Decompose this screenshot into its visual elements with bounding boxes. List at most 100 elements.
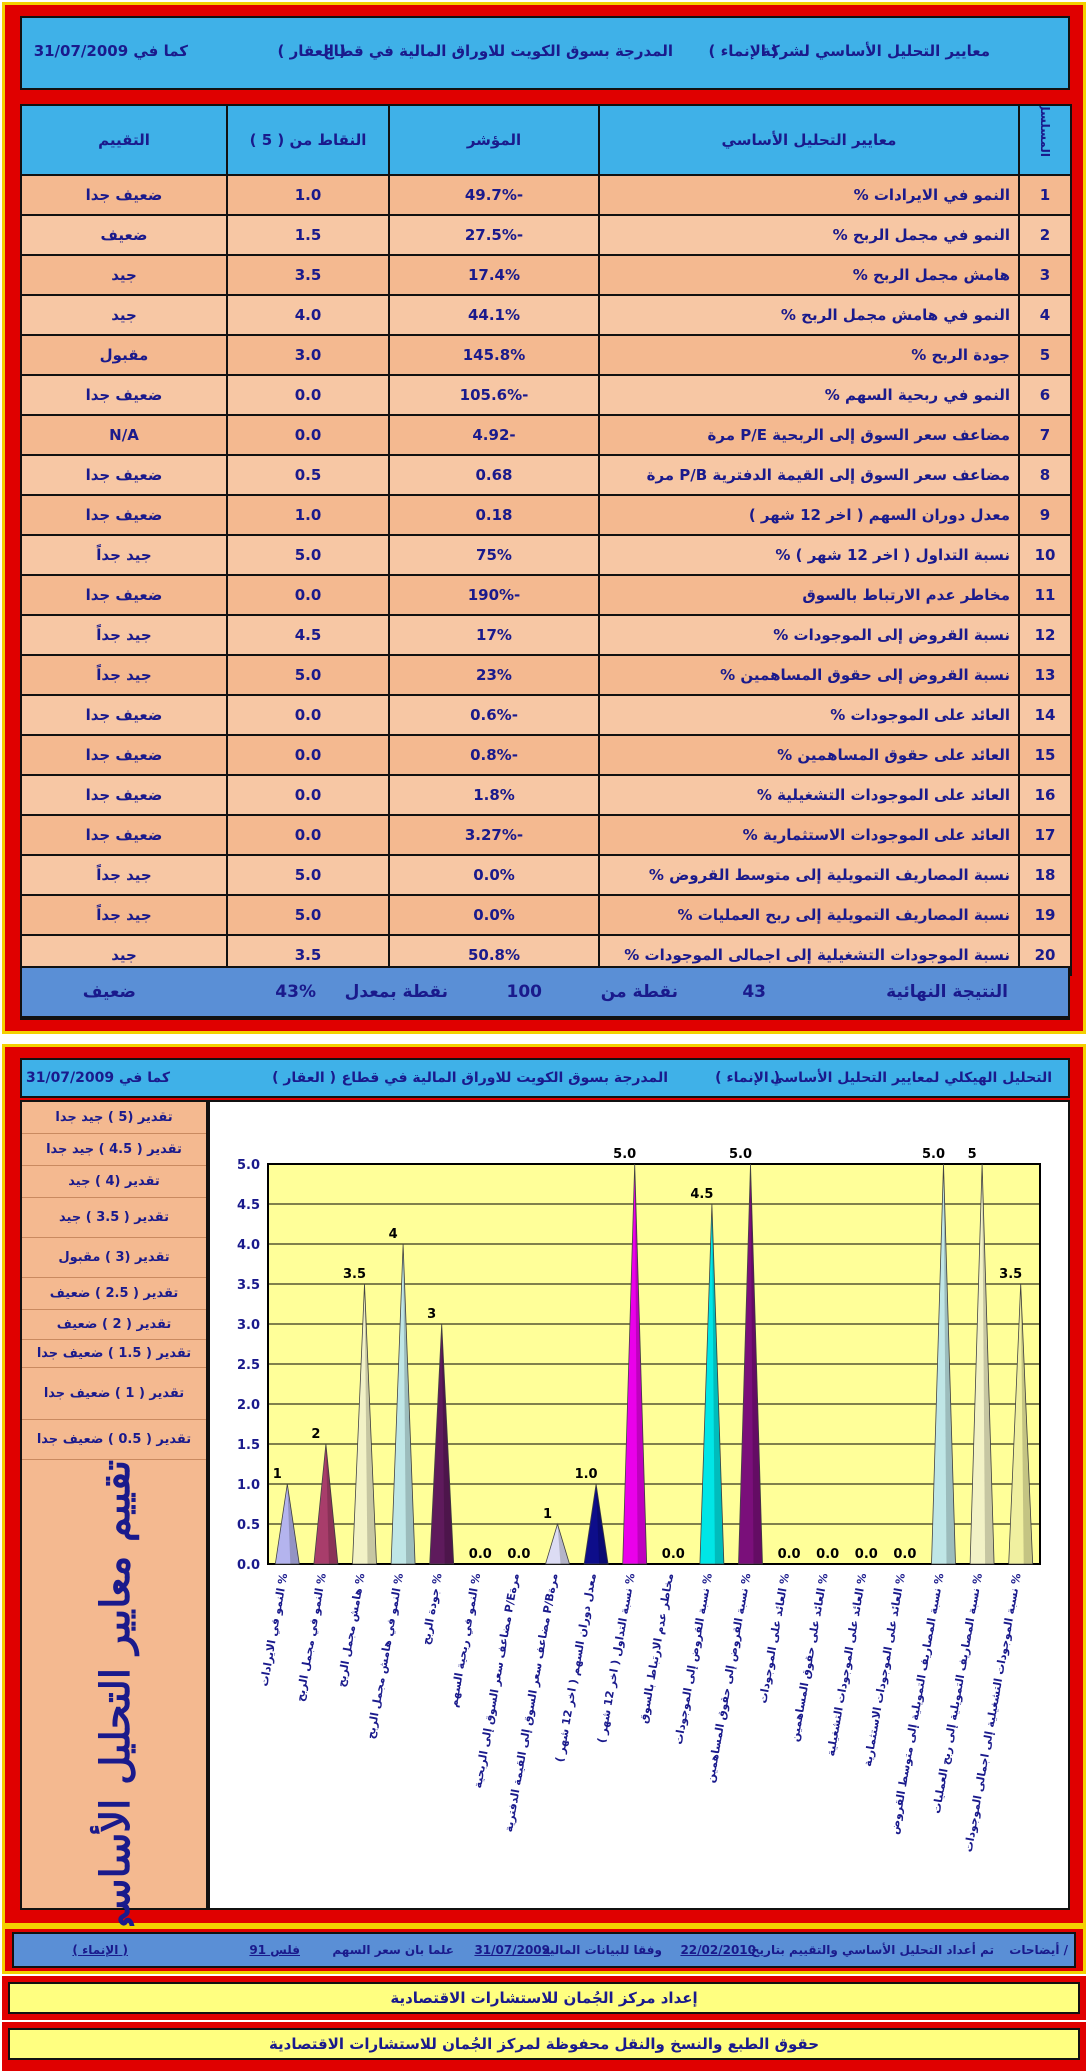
financials-date: 31/07/2009	[474, 1943, 550, 1957]
criteria-table: المسلسل معايير التحليل الأساسي المؤشر ال…	[20, 104, 1072, 976]
row-indicator: -0.6%	[388, 694, 600, 736]
data-label: 5	[968, 1147, 977, 1162]
row-serial: 17	[1018, 814, 1072, 856]
financials-label: وفقا للبيانات المالية	[542, 1943, 662, 1957]
row-indicator: -27.5%	[388, 214, 600, 256]
criteria-row: 14 العائد على الموجودات % -0.6% 0.0 ضعيف جدا	[20, 694, 1072, 736]
row-indicator: -4.92	[388, 414, 600, 456]
row-rating: جيد جداً	[20, 854, 228, 896]
chart-header: التحليل الهيكلي لمعايير التحليل الأساسي …	[20, 1058, 1070, 1098]
data-label: 0.0	[662, 1547, 685, 1562]
x-category-label: نسبة القروض إلى الموجودات %	[672, 1572, 715, 1745]
y-tick-label: 1.5	[237, 1438, 260, 1453]
header-sector: ( العقار )	[277, 42, 346, 60]
row-rating: ضعيف جدا	[20, 734, 228, 776]
criteria-row: 15 العائد على حقوق المساهمين % -0.8% 0.0 ضعي…	[20, 734, 1072, 776]
bar	[352, 1283, 377, 1565]
y-tick-label: 4.0	[237, 1238, 260, 1253]
legend-item: تقدير ( 2 ) ضعيف	[22, 1310, 206, 1340]
row-indicator: -3.27%	[388, 814, 600, 856]
final-rating: ضعيف	[82, 982, 136, 1002]
footer-company: ( الإنماء )	[72, 1943, 128, 1957]
row-rating: ضعيف جدا	[20, 774, 228, 816]
share-price: 91 فلس	[249, 1943, 300, 1957]
row-indicator: -49.7%	[388, 174, 600, 216]
row-criterion: نسبة المصاريف التمويلية إلى ربح العمليات…	[598, 894, 1020, 936]
row-rating: ضعيف جدا	[20, 694, 228, 736]
row-serial: 12	[1018, 614, 1072, 656]
row-rating: جيد جداً	[20, 654, 228, 696]
bar-shade	[750, 1164, 763, 1564]
price-label: علما بان سعر السهم	[332, 1943, 454, 1957]
y-tick-label: 1.0	[237, 1478, 260, 1493]
criteria-row: 10 نسبة التداول ( اخر 12 شهر ) % 75% 5.0 جيد…	[20, 534, 1072, 576]
chart-area: 0.0 0.5 1.0 1.5 2.0 2.5 3.0 3.5 4.0 4.5 5.0 1 النمو …	[208, 1100, 1070, 1910]
row-rating: مقبول	[20, 334, 228, 376]
data-label: 4	[389, 1227, 398, 1242]
data-label: 3.5	[999, 1267, 1022, 1282]
row-rating: ضعيف جدا	[20, 174, 228, 216]
row-serial: 15	[1018, 734, 1072, 776]
bar	[1008, 1283, 1034, 1565]
criteria-row: 13 نسبة القروض إلى حقوق المساهمين % 23% 5.0…	[20, 654, 1072, 696]
data-label: 4.5	[690, 1187, 713, 1202]
notes-bar: أيضاحات / تم أعداد التحليل الأساسي والتق…	[12, 1932, 1076, 1968]
criteria-row: 4 النمو في هامش مجمل الربح % 44.1% 4.0 جيد	[20, 294, 1072, 336]
row-points: 0.5	[226, 454, 390, 496]
row-serial: 14	[1018, 694, 1072, 736]
row-serial: 10	[1018, 534, 1072, 576]
copyright: حقوق الطبع والنسخ والنقل محفوظة لمركز ال…	[8, 2028, 1080, 2060]
bar-shade	[634, 1164, 647, 1564]
row-points: 0.0	[226, 374, 390, 416]
bar-shade	[982, 1164, 995, 1564]
row-points: 1.0	[226, 174, 390, 216]
criteria-row: 9 معدل دوران السهم ( اخر 12 شهر ) 0.18 1.0 ض…	[20, 494, 1072, 536]
row-points: 3.5	[226, 254, 390, 296]
rating-legend: تقدير (5 ) جيد جدا تقدير ( 4.5 ) جيد جدا ت…	[20, 1100, 208, 1945]
bar-shade	[403, 1244, 416, 1564]
bar-shade	[325, 1444, 338, 1564]
criteria-row: 16 العائد على الموجودات التشغيلية % 1.8% 0.…	[20, 774, 1072, 816]
row-criterion: مضاعف سعر السوق إلى الربحية P/E مرة	[598, 414, 1020, 456]
data-label: 5.0	[613, 1147, 636, 1162]
chart-header-title: التحليل الهيكلي لمعايير التحليل الأساسي	[770, 1070, 1052, 1086]
criteria-row: 17 العائد على الموجودات الاستثمارية % -3.2…	[20, 814, 1072, 856]
notes-text: تم أعداد التحليل الأساسي والتقييم بتاريخ	[750, 1943, 994, 1957]
final-percent: 43%	[275, 982, 316, 1002]
row-points: 0.0	[226, 734, 390, 776]
row-indicator: 44.1%	[388, 294, 600, 336]
criteria-row: 12 نسبة القروض إلى الموجودات % 17% 4.5 جيد ج…	[20, 614, 1072, 656]
criteria-header: معايير التحليل الأساسي لشركة ( الإنماء )…	[20, 16, 1070, 90]
bar	[313, 1443, 339, 1565]
criteria-table-wrap: المسلسل معايير التحليل الأساسي المؤشر ال…	[20, 104, 1072, 1020]
row-points: 4.0	[226, 294, 390, 336]
row-points: 4.5	[226, 614, 390, 656]
row-indicator: 145.8%	[388, 334, 600, 376]
data-label: 0.0	[855, 1547, 878, 1562]
row-criterion: هامش مجمل الربح %	[598, 254, 1020, 296]
final-out-of-label: نقطة من	[600, 982, 678, 1002]
row-points: 0.0	[226, 414, 390, 456]
criteria-row: 20 نسبة الموجودات التشغيلية إلى اجمالى ال…	[20, 934, 1072, 976]
row-criterion: العائد على الموجودات التشغيلية %	[598, 774, 1020, 816]
col-rating: التقييم	[20, 104, 228, 176]
x-category-label: النمو في الايرادات %	[258, 1572, 291, 1687]
row-indicator: -0.8%	[388, 734, 600, 776]
row-indicator: -105.6%	[388, 374, 600, 416]
row-points: 0.0	[226, 814, 390, 856]
bar-shade	[711, 1204, 724, 1564]
bar-shade	[287, 1484, 300, 1564]
row-rating: ضعيف جدا	[20, 374, 228, 416]
row-serial: 18	[1018, 854, 1072, 896]
final-avg-label: نقطة بمعدل	[344, 982, 448, 1002]
legend-item: تقدير (4 ) جيد	[22, 1166, 206, 1198]
vertical-title: تقييم معايير التحليل الأساسي	[92, 1459, 140, 1945]
bar	[738, 1163, 763, 1565]
bar	[931, 1163, 956, 1565]
bar	[274, 1483, 300, 1565]
row-rating: ضعيف جدا	[20, 574, 228, 616]
prepared-by: إعداد مركز الجُمان للاستشارات الاقتصادية	[8, 1982, 1080, 2014]
criteria-row: 5 جودة الربح % 145.8% 3.0 مقبول	[20, 334, 1072, 376]
data-label: 3.5	[343, 1267, 366, 1282]
y-tick-label: 2.0	[237, 1398, 260, 1413]
